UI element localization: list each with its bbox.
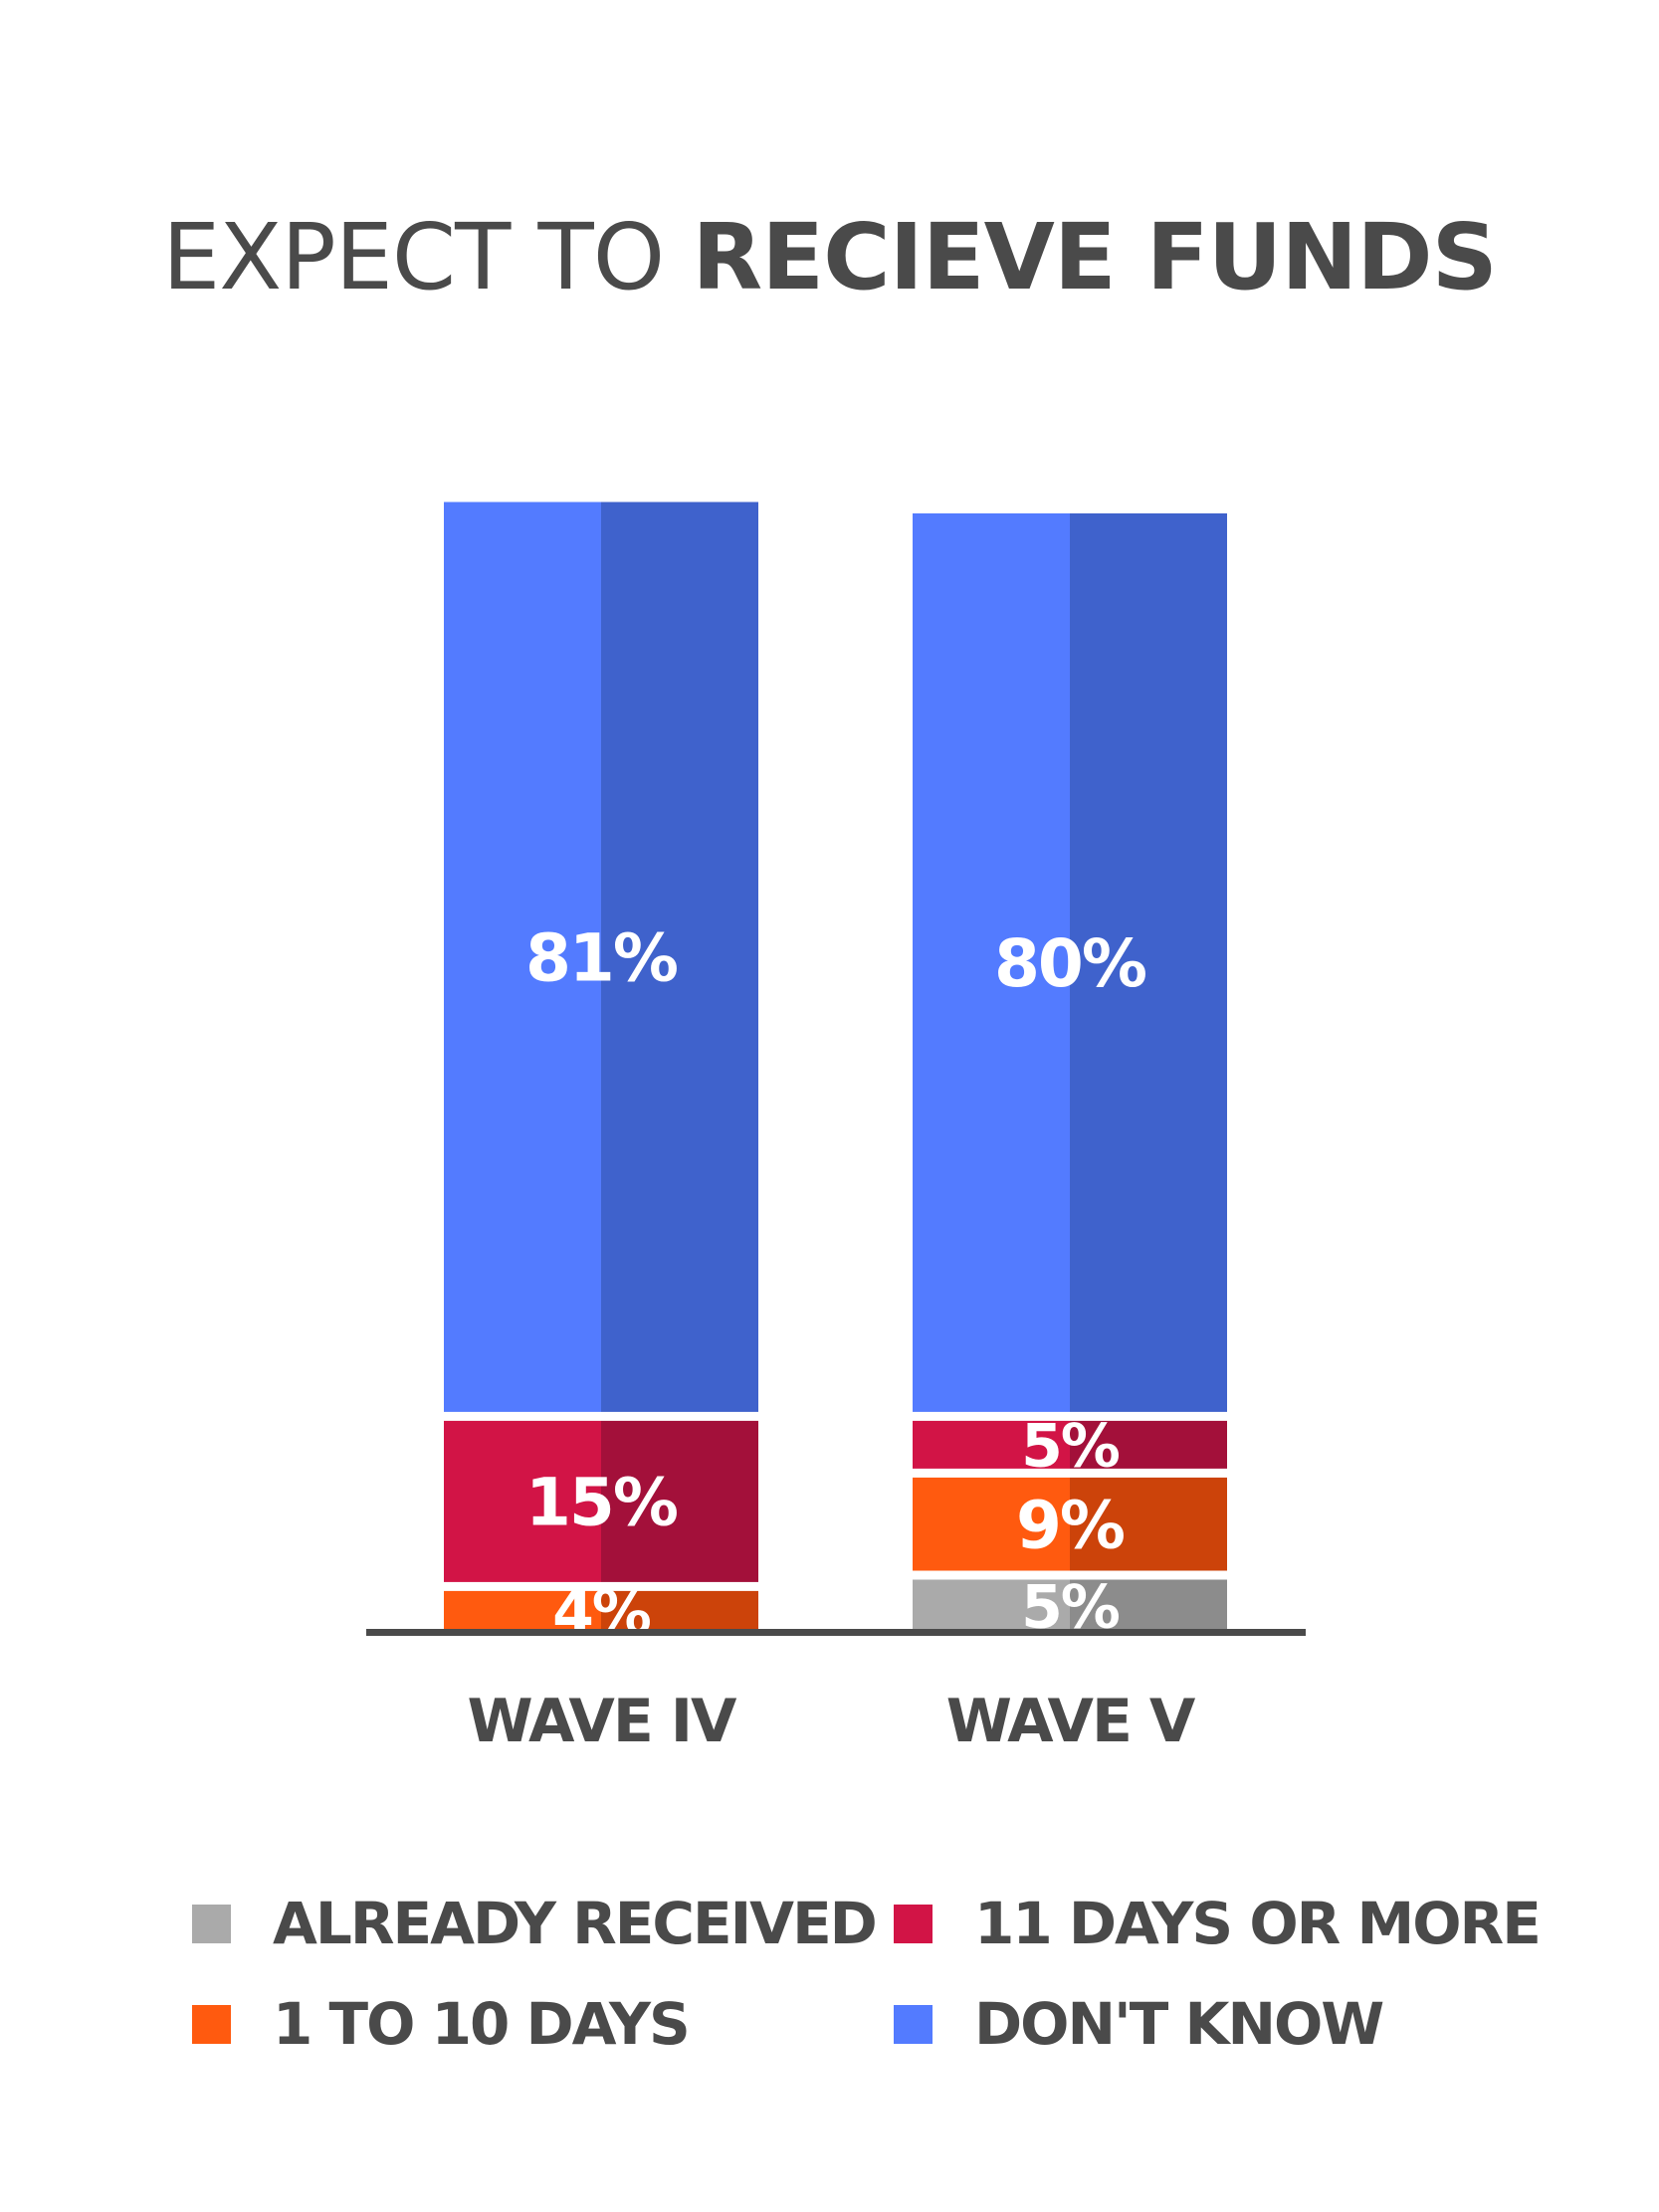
bar-segment-wave-v-already-received-light <box>913 1579 1070 1632</box>
chart-title-bold: RECIEVE FUNDS <box>692 204 1498 310</box>
bar-segment-wave-v-don-t-know <box>1070 512 1227 1412</box>
bar-segment-wave-iv-11-days-or-more <box>601 1420 758 1582</box>
data-label-wave-iv-1-to-10-days: 4% <box>552 1578 651 1648</box>
chart-title-light: EXPECT TO <box>162 204 693 310</box>
data-label-wave-v-1-to-10-days: 9% <box>1016 1487 1125 1563</box>
bar-segment-wave-v-11-days-or-more-light <box>913 1420 1070 1469</box>
x-tick-label-wave-v: WAVE V <box>946 1687 1196 1756</box>
bar-segment-wave-v-1-to-10-days-light <box>913 1477 1070 1571</box>
bar-segment-wave-iv-don-t-know-light <box>444 502 601 1412</box>
bar-segment-wave-iv-11-days-or-more-light <box>444 1420 601 1582</box>
chart-title: EXPECT TO RECIEVE FUNDS <box>0 204 1659 310</box>
bar-wave-iv: 4% 15% 81% <box>444 502 758 1648</box>
x-axis-baseline <box>366 1629 1306 1636</box>
bar-segment-wave-v-11-days-or-more <box>1070 1420 1227 1469</box>
bar-segment-wave-v-1-to-10-days <box>1070 1477 1227 1571</box>
bar-segment-wave-v-already-received <box>1070 1579 1227 1632</box>
bar-wave-v: 5%9%5%80% <box>913 512 1227 1642</box>
data-label-wave-iv-don-t-know: 81% <box>525 919 678 996</box>
bar-segment-wave-iv-don-t-know <box>601 502 758 1412</box>
bar-segment-wave-iv-1-to-10-days-light <box>444 1590 601 1632</box>
data-label-wave-iv-11-days-or-more: 15% <box>525 1465 678 1541</box>
bar-segment-wave-iv-1-to-10-days <box>601 1590 758 1632</box>
bar-segment-wave-v-don-t-know-light <box>913 512 1070 1412</box>
data-label-wave-v-11-days-or-more: 5% <box>1021 1412 1120 1482</box>
x-tick-label-wave-iv: WAVE IV <box>468 1687 737 1756</box>
data-label-wave-v-don-t-know: 80% <box>994 925 1146 1002</box>
